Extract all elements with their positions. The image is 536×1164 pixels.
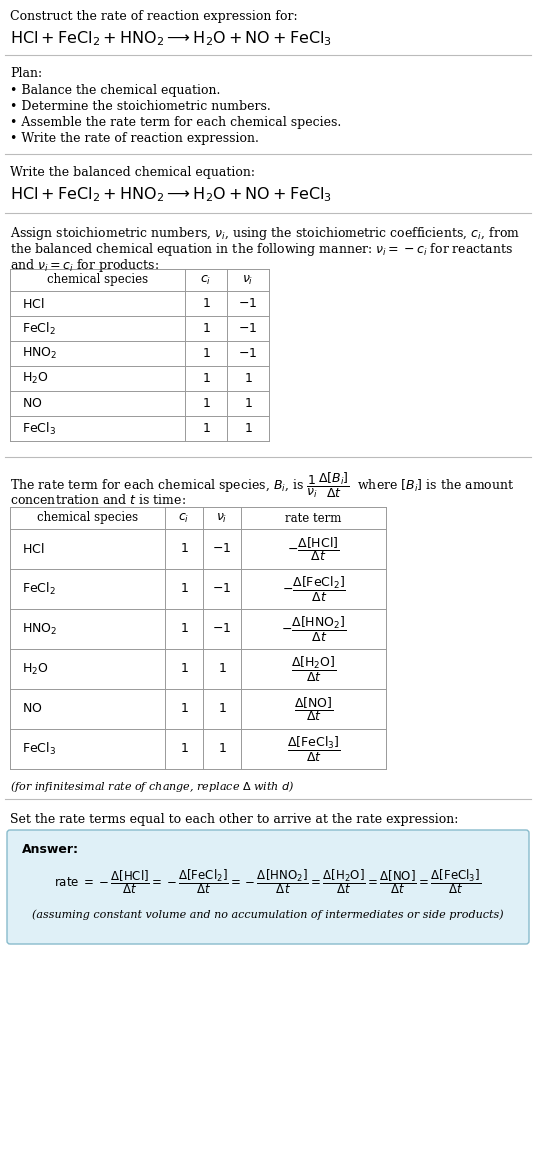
Text: $\mathrm{HCl + FeCl_2 + HNO_2 \longrightarrow H_2O + NO + FeCl_3}$: $\mathrm{HCl + FeCl_2 + HNO_2 \longright… — [10, 185, 332, 204]
Text: $\nu_i$: $\nu_i$ — [242, 274, 254, 286]
Text: Answer:: Answer: — [22, 843, 79, 856]
Text: the balanced chemical equation in the following manner: $\nu_i = -c_i$ for react: the balanced chemical equation in the fo… — [10, 241, 513, 258]
Text: $-1$: $-1$ — [212, 582, 232, 596]
Text: $1$: $1$ — [202, 297, 210, 310]
Text: $\dfrac{\Delta[\mathrm{NO}]}{\Delta t}$: $\dfrac{\Delta[\mathrm{NO}]}{\Delta t}$ — [294, 695, 333, 723]
Text: $\mathrm{HCl + FeCl_2 + HNO_2 \longrightarrow H_2O + NO + FeCl_3}$: $\mathrm{HCl + FeCl_2 + HNO_2 \longright… — [10, 29, 332, 48]
Text: $\mathrm{HCl}$: $\mathrm{HCl}$ — [22, 297, 44, 311]
Text: $\mathrm{FeCl_3}$: $\mathrm{FeCl_3}$ — [22, 741, 56, 757]
Text: $\mathrm{FeCl_2}$: $\mathrm{FeCl_2}$ — [22, 581, 56, 597]
FancyBboxPatch shape — [7, 830, 529, 944]
Text: $1$: $1$ — [180, 662, 188, 675]
Text: Construct the rate of reaction expression for:: Construct the rate of reaction expressio… — [10, 10, 297, 23]
Text: $1$: $1$ — [244, 397, 252, 410]
Text: • Determine the stoichiometric numbers.: • Determine the stoichiometric numbers. — [10, 100, 271, 113]
Text: Assign stoichiometric numbers, $\nu_i$, using the stoichiometric coefficients, $: Assign stoichiometric numbers, $\nu_i$, … — [10, 225, 520, 242]
Text: $1$: $1$ — [202, 397, 210, 410]
Text: $\mathrm{FeCl_3}$: $\mathrm{FeCl_3}$ — [22, 420, 56, 436]
Text: • Assemble the rate term for each chemical species.: • Assemble the rate term for each chemic… — [10, 116, 341, 129]
Text: rate term: rate term — [285, 511, 341, 525]
Text: The rate term for each chemical species, $B_i$, is $\dfrac{1}{\nu_i}\dfrac{\Delt: The rate term for each chemical species,… — [10, 471, 515, 501]
Text: $c_i$: $c_i$ — [178, 511, 190, 525]
Text: $1$: $1$ — [218, 743, 226, 755]
Text: $-1$: $-1$ — [239, 347, 258, 360]
Text: $1$: $1$ — [202, 423, 210, 435]
Text: $\nu_i$: $\nu_i$ — [217, 511, 228, 525]
Text: $1$: $1$ — [180, 542, 188, 555]
Text: $1$: $1$ — [218, 662, 226, 675]
Text: chemical species: chemical species — [47, 274, 148, 286]
Text: (assuming constant volume and no accumulation of intermediates or side products): (assuming constant volume and no accumul… — [32, 909, 504, 920]
Text: $1$: $1$ — [180, 582, 188, 596]
Text: $-1$: $-1$ — [212, 623, 232, 636]
Text: $\mathrm{NO}$: $\mathrm{NO}$ — [22, 703, 42, 716]
Text: $\dfrac{\Delta[\mathrm{FeCl_3}]}{\Delta t}$: $\dfrac{\Delta[\mathrm{FeCl_3}]}{\Delta … — [287, 734, 340, 764]
Text: $1$: $1$ — [180, 623, 188, 636]
Text: $1$: $1$ — [244, 372, 252, 385]
Text: Plan:: Plan: — [10, 68, 42, 80]
Text: $\dfrac{\Delta[\mathrm{H_2O}]}{\Delta t}$: $\dfrac{\Delta[\mathrm{H_2O}]}{\Delta t}… — [291, 654, 336, 683]
Text: $1$: $1$ — [202, 347, 210, 360]
Text: $\mathrm{HNO_2}$: $\mathrm{HNO_2}$ — [22, 622, 57, 637]
Text: rate $= -\dfrac{\Delta[\mathrm{HCl}]}{\Delta t} = -\dfrac{\Delta[\mathrm{FeCl_2}: rate $= -\dfrac{\Delta[\mathrm{HCl}]}{\D… — [55, 867, 481, 896]
Text: $-1$: $-1$ — [239, 322, 258, 335]
Text: $-\dfrac{\Delta[\mathrm{FeCl_2}]}{\Delta t}$: $-\dfrac{\Delta[\mathrm{FeCl_2}]}{\Delta… — [281, 575, 345, 603]
Text: $c_i$: $c_i$ — [200, 274, 212, 286]
Text: $\mathrm{HCl}$: $\mathrm{HCl}$ — [22, 542, 44, 556]
Text: $\mathrm{NO}$: $\mathrm{NO}$ — [22, 397, 42, 410]
Text: $1$: $1$ — [218, 703, 226, 716]
Text: chemical species: chemical species — [37, 511, 138, 525]
Text: $-1$: $-1$ — [212, 542, 232, 555]
Text: (for infinitesimal rate of change, replace $\Delta$ with $d$): (for infinitesimal rate of change, repla… — [10, 779, 294, 794]
Text: concentration and $t$ is time:: concentration and $t$ is time: — [10, 494, 186, 508]
Text: • Balance the chemical equation.: • Balance the chemical equation. — [10, 84, 220, 97]
Text: $-\dfrac{\Delta[\mathrm{HCl}]}{\Delta t}$: $-\dfrac{\Delta[\mathrm{HCl}]}{\Delta t}… — [287, 535, 340, 563]
Text: Write the balanced chemical equation:: Write the balanced chemical equation: — [10, 166, 255, 179]
Text: $1$: $1$ — [202, 372, 210, 385]
Text: $1$: $1$ — [180, 703, 188, 716]
Text: and $\nu_i = c_i$ for products:: and $\nu_i = c_i$ for products: — [10, 257, 159, 274]
Text: Set the rate terms equal to each other to arrive at the rate expression:: Set the rate terms equal to each other t… — [10, 812, 458, 826]
Text: $\mathrm{FeCl_2}$: $\mathrm{FeCl_2}$ — [22, 320, 56, 336]
Text: $1$: $1$ — [202, 322, 210, 335]
Text: $-\dfrac{\Delta[\mathrm{HNO_2}]}{\Delta t}$: $-\dfrac{\Delta[\mathrm{HNO_2}]}{\Delta … — [281, 615, 346, 644]
Text: $-1$: $-1$ — [239, 297, 258, 310]
Text: $\mathrm{H_2O}$: $\mathrm{H_2O}$ — [22, 371, 49, 386]
Text: $\mathrm{HNO_2}$: $\mathrm{HNO_2}$ — [22, 346, 57, 361]
Text: $1$: $1$ — [180, 743, 188, 755]
Text: • Write the rate of reaction expression.: • Write the rate of reaction expression. — [10, 132, 259, 146]
Text: $\mathrm{H_2O}$: $\mathrm{H_2O}$ — [22, 661, 49, 676]
Text: $1$: $1$ — [244, 423, 252, 435]
